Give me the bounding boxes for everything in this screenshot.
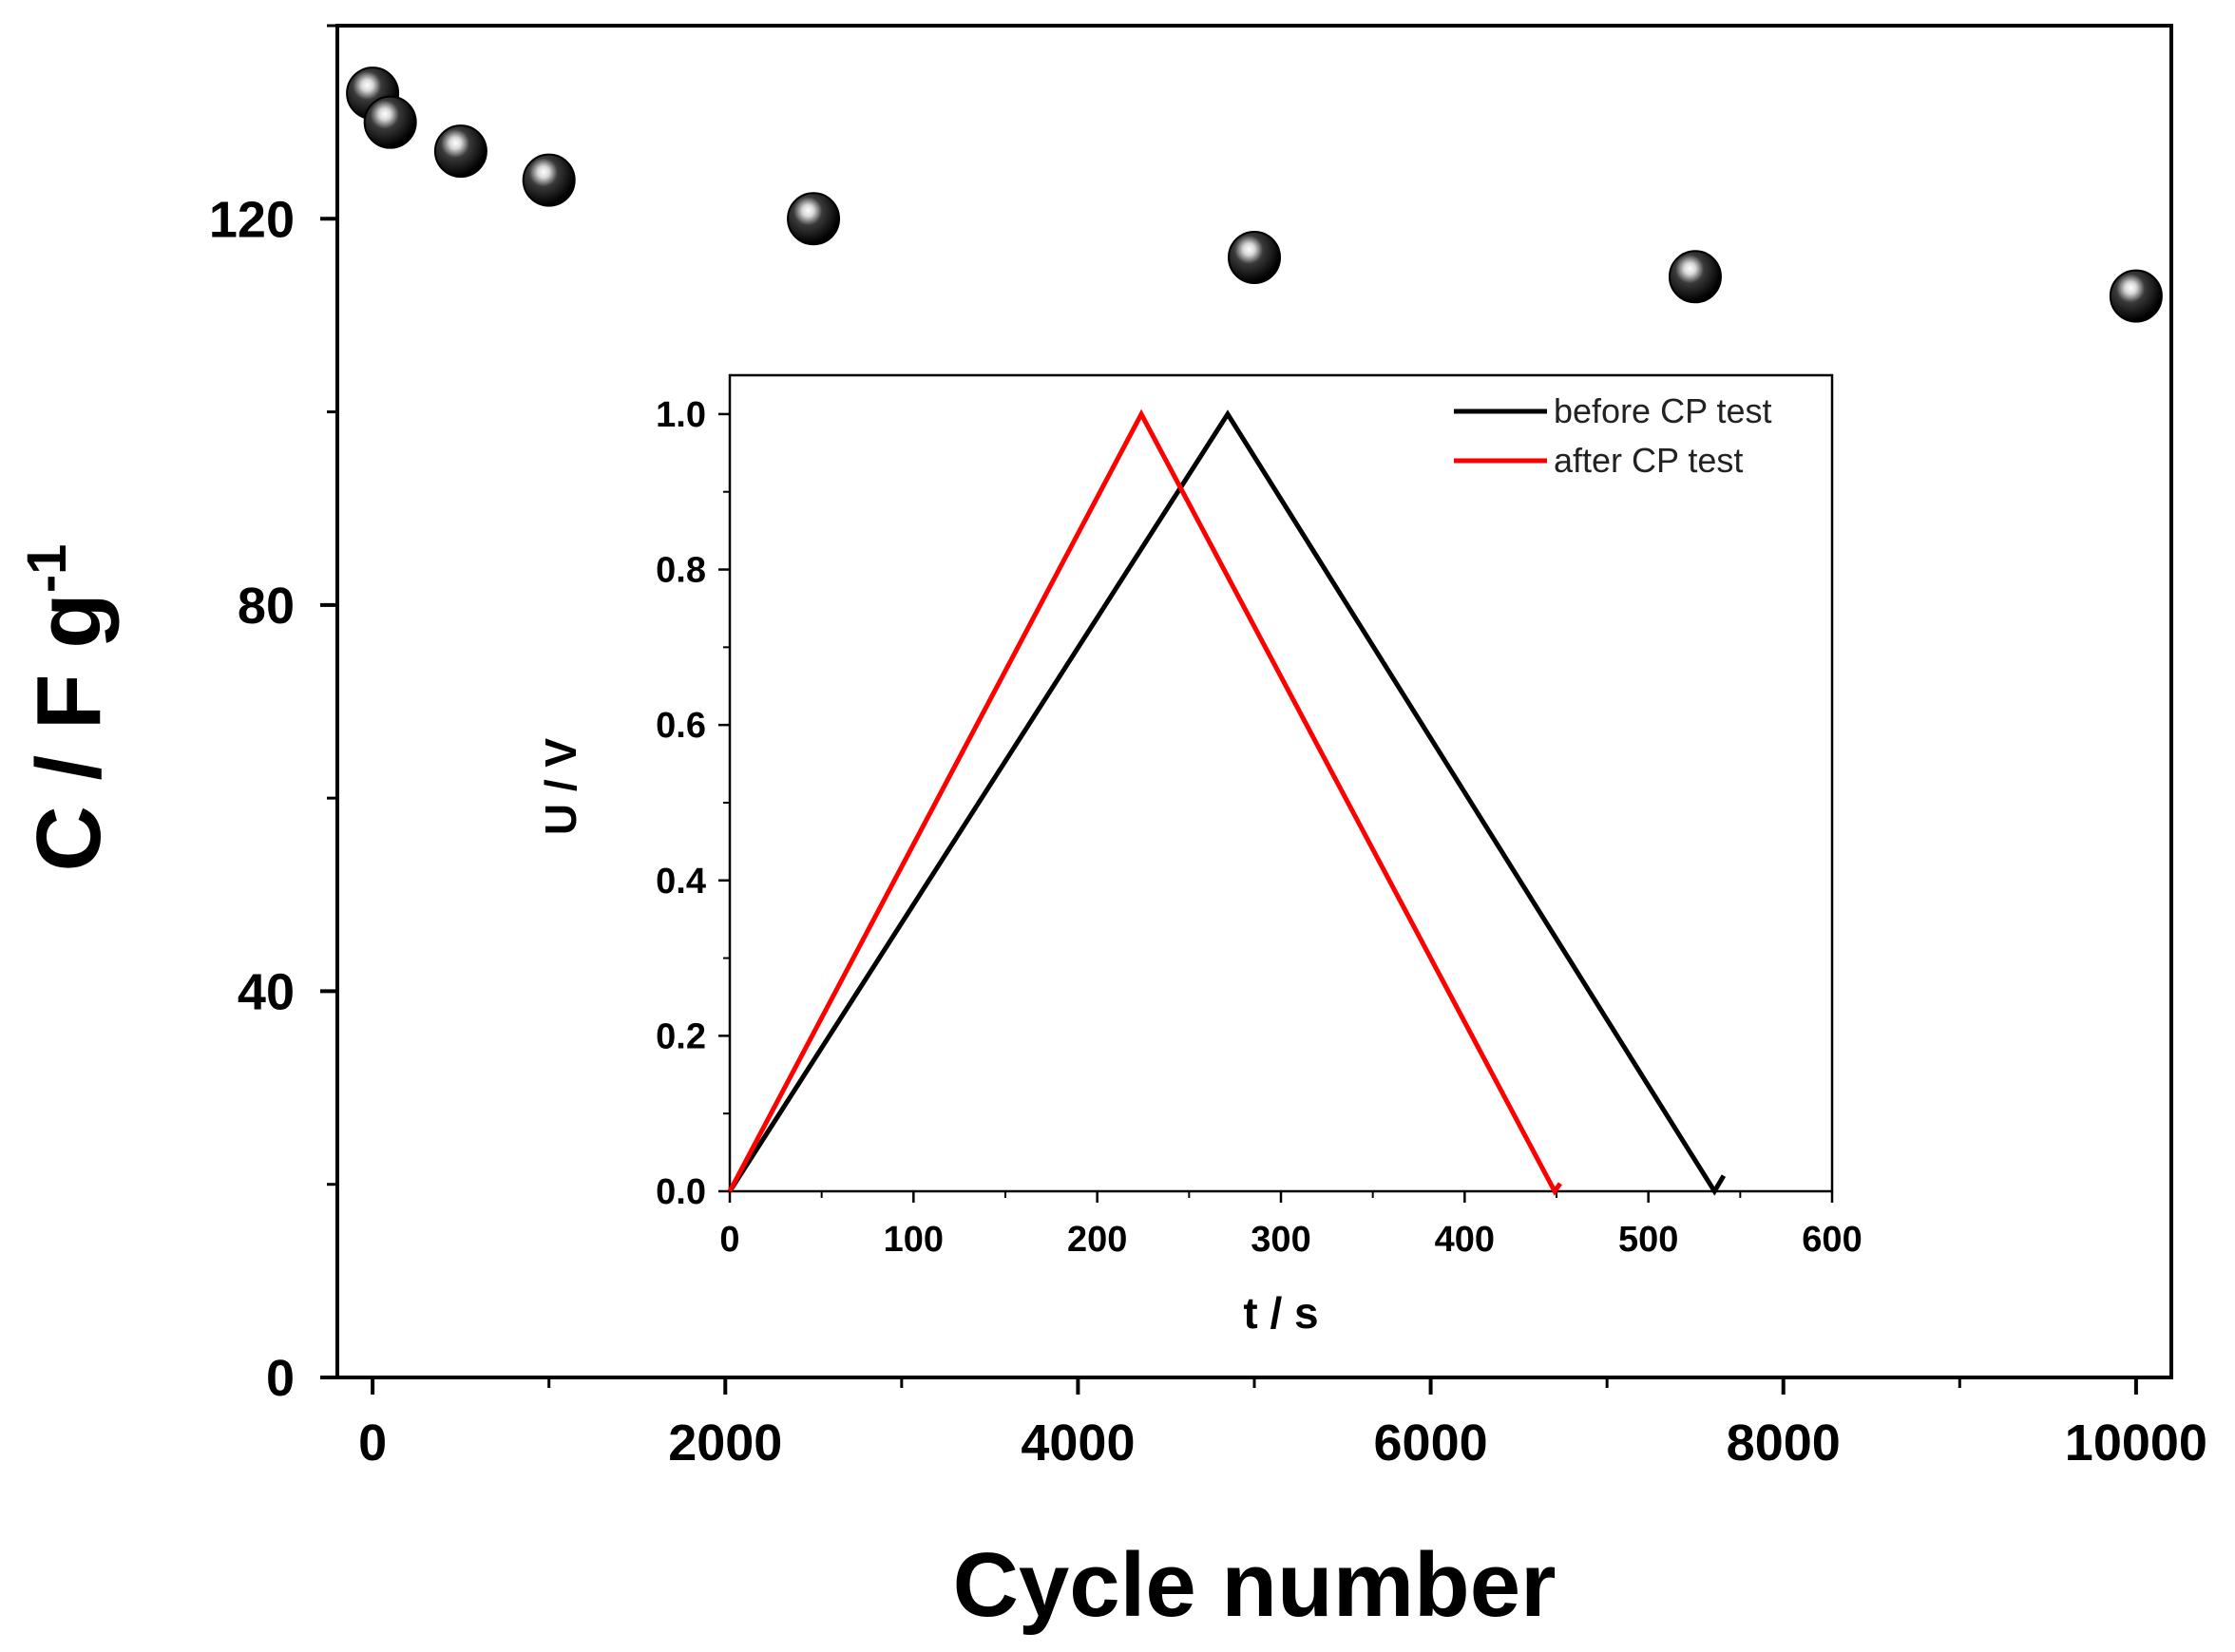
main-data-points	[346, 66, 2163, 323]
main-x-tick-label: 10000	[2065, 1415, 2207, 1472]
inset-legend: before CP test after CP test	[1454, 391, 1771, 480]
inset-data-lines	[727, 408, 1727, 1196]
main-data-point	[787, 192, 841, 246]
main-data-point	[522, 153, 576, 207]
inset-y-axis-label: U / V	[536, 738, 585, 836]
inset-x-tick-label: 0	[719, 1220, 739, 1260]
main-data-point	[363, 95, 417, 149]
inset-y-tick-label: 1.0	[656, 395, 706, 435]
main-y-axis-label-superscript: -1	[16, 544, 78, 594]
inset-x-tick-label: 100	[884, 1220, 944, 1260]
main-x-tick-label: 4000	[1021, 1415, 1135, 1472]
inset-x-tick-label: 400	[1435, 1220, 1495, 1260]
main-data-point	[2109, 269, 2163, 323]
inset-x-tick-label: 500	[1618, 1220, 1678, 1260]
main-x-tick-label: 6000	[1374, 1415, 1488, 1472]
main-y-tick-label: 0	[266, 1350, 295, 1407]
inset-y-tick-label: 0.2	[656, 1016, 706, 1056]
inset-y-tick-label: 0.0	[656, 1172, 706, 1212]
inset-series-before-line	[727, 409, 1727, 1196]
main-data-point	[1228, 230, 1281, 284]
main-x-axis-label: Cycle number	[953, 1534, 1557, 1636]
legend-label-before: before CP test	[1554, 391, 1771, 430]
main-y-axis-label: C / F g-1	[16, 544, 120, 872]
main-y-tick-label: 80	[238, 578, 295, 635]
inset-y-tick-label: 0.8	[656, 551, 706, 591]
inset-plot-frame	[728, 373, 1834, 1193]
main-data-point	[1668, 250, 1722, 304]
main-y-tick-label: 40	[238, 963, 295, 1020]
main-x-tick-label: 2000	[668, 1415, 782, 1472]
inset-axis-ticks: 0 100 200 300 400 500 600 0.0 0.2 0.4 0.6 0.8 1.0	[656, 395, 1862, 1260]
inset-x-axis-label: t / s	[1243, 1288, 1318, 1338]
inset-x-tick-label: 600	[1802, 1220, 1862, 1260]
main-x-tick-label: 8000	[1727, 1415, 1841, 1472]
inset-series-after-line	[727, 408, 1562, 1196]
inset-y-tick-label: 0.4	[656, 862, 706, 902]
main-y-axis-label-base: C / F g	[18, 593, 120, 871]
legend-label-after: after CP test	[1554, 441, 1743, 480]
inset-y-tick-label: 0.6	[656, 706, 706, 746]
main-y-tick-label: 120	[209, 191, 295, 248]
main-x-tick-label: 0	[358, 1415, 387, 1472]
inset-x-tick-label: 300	[1251, 1220, 1310, 1260]
inset-x-tick-label: 200	[1067, 1220, 1127, 1260]
main-data-point	[433, 124, 487, 179]
